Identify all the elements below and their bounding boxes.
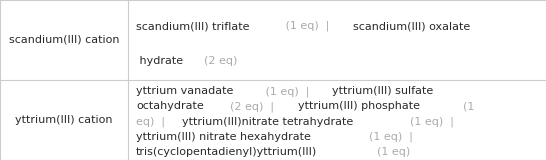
Text: scandium(III) oxalate: scandium(III) oxalate: [353, 21, 470, 31]
Text: eq)  |: eq) |: [136, 116, 172, 127]
Text: yttrium(III) cation: yttrium(III) cation: [15, 115, 113, 125]
Text: yttrium(III) nitrate hexahydrate: yttrium(III) nitrate hexahydrate: [136, 132, 311, 142]
Text: (2 eq): (2 eq): [197, 56, 237, 66]
Text: yttrium vanadate: yttrium vanadate: [136, 86, 233, 96]
Text: octahydrate: octahydrate: [136, 101, 204, 111]
Text: (1 eq): (1 eq): [370, 147, 410, 157]
Text: (1 eq)  |: (1 eq) |: [282, 21, 337, 31]
Text: (1 eq)  |: (1 eq) |: [403, 116, 454, 127]
Text: yttrium(III) sulfate: yttrium(III) sulfate: [332, 86, 433, 96]
Text: yttrium(III) phosphate: yttrium(III) phosphate: [298, 101, 420, 111]
Text: (1 eq)  |: (1 eq) |: [361, 131, 413, 142]
Text: yttrium(III)nitrate tetrahydrate: yttrium(III)nitrate tetrahydrate: [182, 116, 354, 127]
Text: hydrate: hydrate: [136, 56, 183, 66]
Text: (1 eq)  |: (1 eq) |: [262, 86, 316, 97]
Text: (1: (1: [456, 101, 474, 111]
Text: scandium(III) triflate: scandium(III) triflate: [136, 21, 250, 31]
Text: (2 eq)  |: (2 eq) |: [223, 101, 281, 112]
Text: tris(cyclopentadienyl)yttrium(III): tris(cyclopentadienyl)yttrium(III): [136, 147, 317, 157]
Text: scandium(III) cation: scandium(III) cation: [9, 35, 119, 45]
